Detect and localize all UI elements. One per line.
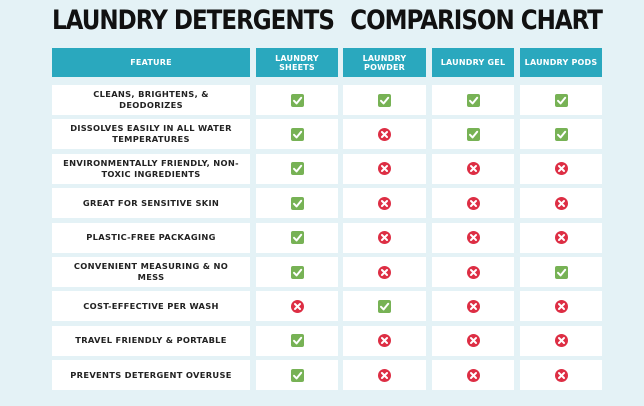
cross-icon (466, 162, 480, 176)
check-icon (554, 93, 568, 107)
cross-icon (554, 162, 568, 176)
cell (432, 153, 514, 184)
cross-icon (290, 299, 304, 313)
column-header: FEATURE (52, 48, 250, 77)
cell (256, 153, 338, 184)
cell (256, 119, 338, 150)
feature-label: DISSOLVES EASILY IN ALL WATER TEMPERATUR… (52, 119, 250, 150)
column-header: LAUNDRY SHEETS (256, 48, 338, 77)
cell (343, 325, 426, 356)
check-icon (378, 93, 391, 107)
feature-label: PLASTIC-FREE PACKAGING (52, 222, 250, 253)
feature-label: CONVENIENT MEASURING & NO MESS (52, 257, 250, 287)
cell (256, 222, 338, 253)
cell (520, 119, 602, 150)
feature-label: GREAT FOR SENSITIVE SKIN (52, 188, 250, 219)
check-icon (290, 231, 304, 245)
cross-icon (378, 196, 391, 210)
cross-icon (466, 196, 480, 210)
cross-icon (554, 334, 568, 348)
cell (343, 85, 426, 115)
cell (520, 291, 602, 322)
cross-icon (378, 265, 391, 279)
title: LAUNDRY DETERGENTS (52, 6, 335, 36)
cross-icon (378, 127, 391, 141)
cell (343, 360, 426, 391)
check-icon (290, 127, 304, 141)
cell (343, 257, 426, 287)
cell (343, 291, 426, 322)
cell (256, 360, 338, 391)
cross-icon (466, 265, 480, 279)
column-header: LAUNDRY GEL (432, 48, 514, 77)
check-icon (466, 127, 480, 141)
check-icon (466, 93, 480, 107)
cell (343, 222, 426, 253)
cell (432, 85, 514, 115)
check-icon (378, 299, 391, 313)
subtitle: COMPARISON CHART (350, 6, 603, 36)
check-icon (290, 196, 304, 210)
cell (432, 119, 514, 150)
cell (520, 222, 602, 253)
check-icon (290, 334, 304, 348)
cell (520, 325, 602, 356)
check-icon (290, 93, 304, 107)
cell (520, 153, 602, 184)
cross-icon (378, 368, 391, 382)
cross-icon (554, 196, 568, 210)
cell (520, 188, 602, 219)
check-icon (290, 368, 304, 382)
cell (343, 188, 426, 219)
cross-icon (466, 334, 480, 348)
feature-label: PREVENTS DETERGENT OVERUSE (52, 360, 250, 391)
cell (256, 291, 338, 322)
cell (432, 325, 514, 356)
cross-icon (378, 162, 391, 176)
cell (343, 153, 426, 184)
check-icon (290, 265, 304, 279)
cell (520, 85, 602, 115)
feature-label: COST-EFFECTIVE PER WASH (52, 291, 250, 322)
cross-icon (378, 334, 391, 348)
cell (432, 291, 514, 322)
cell (520, 257, 602, 287)
cross-icon (466, 231, 480, 245)
cell (432, 188, 514, 219)
cell (432, 257, 514, 287)
cell (343, 119, 426, 150)
cross-icon (554, 231, 568, 245)
feature-label: TRAVEL FRIENDLY & PORTABLE (52, 325, 250, 356)
check-icon (554, 265, 568, 279)
cross-icon (378, 231, 391, 245)
cell (520, 360, 602, 391)
column-header: LAUNDRY PODS (520, 48, 602, 77)
cross-icon (554, 368, 568, 382)
cross-icon (466, 368, 480, 382)
cross-icon (554, 299, 568, 313)
cell (256, 188, 338, 219)
cell (432, 360, 514, 391)
cell (256, 257, 338, 287)
check-icon (554, 127, 568, 141)
column-header: LAUNDRY POWDER (343, 48, 426, 77)
check-icon (290, 162, 304, 176)
cell (256, 85, 338, 115)
cell (432, 222, 514, 253)
feature-label: CLEANS, BRIGHTENS, & DEODORIZES (52, 85, 250, 115)
feature-label: ENVIRONMENTALLY FRIENDLY, NON-TOXIC INGR… (52, 153, 250, 184)
cross-icon (466, 299, 480, 313)
cell (256, 325, 338, 356)
